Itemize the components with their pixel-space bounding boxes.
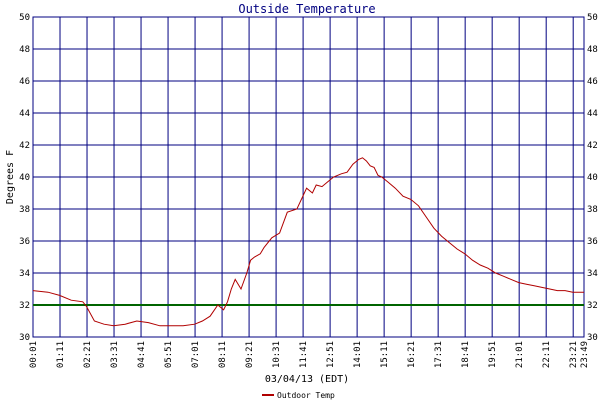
y-tick-label-right: 44 [587,109,598,119]
legend: Outdoor Temp [262,391,335,400]
y-tick-label-right: 50 [587,13,598,23]
x-tick-label: 12:51 [326,341,336,368]
y-tick-label: 32 [19,301,30,311]
x-tick-label: 01:11 [56,341,66,368]
y-tick-label: 50 [19,13,30,23]
x-tick-label: 17:31 [434,341,444,368]
y-tick-label-right: 36 [587,237,598,247]
y-tick-label: 38 [19,205,30,215]
x-tick-label: 00:01 [29,341,39,368]
x-tick-label: 18:41 [461,341,471,368]
x-tick-label: 10:31 [272,341,282,368]
series-line-outdoor-temp [32,157,584,327]
y-tick-label-right: 48 [587,45,598,55]
y-tick-label-right: 40 [587,173,598,183]
x-tick-label: 15:11 [380,341,390,368]
x-tick-label: 09:21 [245,341,255,368]
y-tick-label-right: 42 [587,141,598,151]
x-tick-label: 22:11 [542,341,552,368]
x-tick-label: 04:41 [137,341,147,368]
x-tick-label: 08:11 [218,341,228,368]
legend-label: Outdoor Temp [277,391,335,400]
y-tick-label: 34 [19,269,30,279]
y-tick-label: 40 [19,173,30,183]
x-tick-label: 23:49 [580,341,590,368]
y-axis-label: Degrees F [5,150,16,204]
x-tick-label: 03:31 [110,341,120,368]
y-tick-label-right: 38 [587,205,598,215]
x-tick-label: 16:21 [407,341,417,368]
y-tick-label: 46 [19,77,30,87]
x-tick-label: 14:01 [353,341,363,368]
y-tick-labels-left: 30 32 34 36 38 40 42 44 46 48 50 [19,13,30,343]
x-tick-label: 21:01 [515,341,525,368]
chart-title: Outside Temperature [238,2,375,16]
y-tick-label: 30 [19,333,30,343]
y-tick-label-right: 46 [587,77,598,87]
x-tick-label: 05:51 [164,341,174,368]
x-axis-label: 03/04/13 (EDT) [265,374,349,385]
grid-lines [32,16,585,338]
y-tick-label: 36 [19,237,30,247]
y-tick-label: 44 [19,109,30,119]
x-tick-label: 23:21 [569,341,579,368]
x-tick-label: 02:21 [83,341,93,368]
x-tick-label: 07:01 [191,341,201,368]
y-tick-labels-right: 30 32 34 36 38 40 42 44 46 48 50 [587,13,598,343]
x-tick-label: 19:51 [488,341,498,368]
y-tick-label-right: 32 [587,301,598,311]
x-tick-labels: 00:01 01:11 02:21 03:31 04:41 05:51 07:01 08:11… [29,341,590,368]
y-tick-label-right: 34 [587,269,598,279]
y-tick-label: 48 [19,45,30,55]
y-tick-label: 42 [19,141,30,151]
x-tick-label: 11:41 [299,341,309,368]
y-tick-label-right: 30 [587,333,598,343]
